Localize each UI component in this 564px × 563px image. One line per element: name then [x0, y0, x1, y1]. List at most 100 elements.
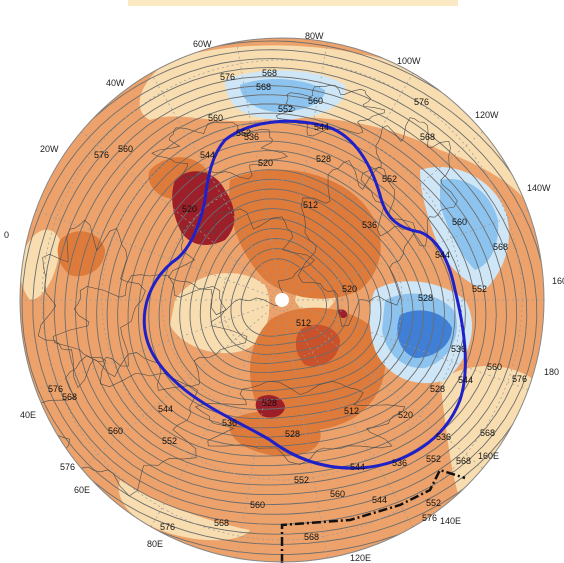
coastline: [52, 274, 248, 388]
contour-label: 576: [414, 97, 429, 107]
lon-label: 0: [4, 230, 9, 240]
contour-label: 528: [262, 398, 277, 408]
contour-label: 560: [330, 489, 345, 499]
anomaly-light-warm-region: [118, 480, 251, 541]
contour-label: 528: [285, 429, 300, 439]
contour-label: 552: [472, 284, 487, 294]
contour-label: 568: [214, 518, 229, 528]
dashed-boundary: [280, 468, 466, 563]
height-contour-line: [43, 76, 528, 515]
contour-label: 568: [493, 242, 508, 252]
contour-label: 576: [48, 384, 63, 394]
anomaly-light-warm-region: [440, 366, 544, 500]
lon-label: 160W: [552, 276, 564, 286]
lon-label: 40E: [20, 410, 36, 420]
longitude-meridian: [35, 299, 283, 390]
contour-label: 576: [60, 462, 75, 472]
contour-label: 520: [182, 204, 197, 214]
longitude-meridian: [81, 131, 283, 301]
contour-label: 544: [158, 404, 173, 414]
contour-label: 536: [222, 418, 237, 428]
anomaly-deep-warm-region: [295, 324, 340, 367]
lon-label: 180: [544, 367, 559, 377]
longitude-meridian: [281, 72, 414, 301]
contour-label: 560: [452, 217, 467, 227]
lon-label: 140W: [527, 183, 551, 193]
contour-label: 544: [314, 122, 329, 132]
longitude-meridian: [281, 41, 328, 301]
top-banner: [128, 0, 458, 6]
lon-label: 20W: [40, 144, 59, 154]
anomaly-medium-warm-region: [229, 411, 321, 457]
longitude-meridian: [150, 72, 283, 301]
contour-label: 544: [458, 375, 473, 385]
contour-label: 520: [258, 158, 273, 168]
coastline: [167, 208, 315, 316]
contour-label: 576: [512, 374, 527, 384]
anomaly-medium-warm-region: [57, 231, 105, 277]
contour-label: 552: [426, 454, 441, 464]
contour-label: 576: [422, 513, 437, 523]
contour-label: 568: [420, 132, 435, 142]
lon-label: 60E: [74, 485, 90, 495]
graticule: [20, 41, 544, 559]
contour-label: 544: [435, 250, 450, 260]
contour-label: 552: [382, 174, 397, 184]
contour-label: 568: [304, 532, 319, 542]
longitude-labels: 80W 100W 120W 140W 160W 180 160E 140E 12…: [4, 31, 564, 563]
height-contour-line: [32, 67, 538, 525]
contour-label: 576: [94, 150, 109, 160]
longitude-meridian: [281, 299, 483, 469]
anomaly-deep-cold-region: [397, 310, 452, 358]
longitude-meridian: [150, 299, 283, 528]
lon-label: 80W: [305, 31, 324, 41]
contour-label: 528: [316, 154, 331, 164]
longitude-meridian: [281, 299, 529, 390]
coastline: [151, 121, 288, 180]
height-contour-line: [53, 85, 518, 505]
contour-label: 552: [278, 104, 293, 114]
contour-label: 568: [456, 456, 471, 466]
north-pole-marker: [275, 293, 289, 307]
lon-label: 100W: [397, 56, 421, 66]
lon-label: 120W: [475, 110, 499, 120]
contour-label: 536: [392, 458, 407, 468]
contour-label: 552: [426, 498, 441, 508]
lon-label: 120E: [350, 553, 371, 563]
lon-label: 140E: [440, 516, 461, 526]
lon-label: 40W: [106, 78, 125, 88]
lon-label: 80E: [147, 539, 163, 549]
contour-label: 560: [487, 362, 502, 372]
longitude-meridian: [35, 210, 283, 301]
contour-label: 536: [451, 344, 466, 354]
contour-label: 544: [372, 495, 387, 505]
contour-label: 568: [62, 392, 77, 402]
contour-label: 544: [200, 150, 215, 160]
contour-label: 576: [160, 522, 175, 532]
contour-label: 512: [296, 318, 311, 328]
contour-label: 552: [294, 475, 309, 485]
anomaly-medium-cold-region: [440, 179, 499, 270]
contour-label: 568: [480, 428, 495, 438]
longitude-meridian: [281, 299, 328, 559]
map-disc-outline: [19, 37, 545, 563]
contour-label: 560: [208, 113, 223, 123]
contour-label: 520: [342, 284, 357, 294]
coastline: [297, 160, 417, 327]
contour-label: 576: [220, 72, 235, 82]
longitude-meridian: [281, 210, 529, 301]
highlighted-contour-536: [142, 119, 467, 470]
contour-label: 552: [236, 128, 251, 138]
contour-label: 552: [162, 436, 177, 446]
contour-label: 560: [250, 500, 265, 510]
contour-labels: 576 568 560 552 576 568 576 560 552 544 …: [48, 68, 527, 542]
contour-label: 568: [262, 68, 277, 78]
contour-label: 528: [418, 293, 433, 303]
coastline: [276, 84, 386, 137]
coastline: [360, 117, 458, 247]
longitude-meridian: [81, 299, 283, 469]
contour-label: 536: [244, 132, 259, 142]
lon-label: 60W: [193, 39, 212, 49]
contour-label: 568: [256, 82, 271, 92]
